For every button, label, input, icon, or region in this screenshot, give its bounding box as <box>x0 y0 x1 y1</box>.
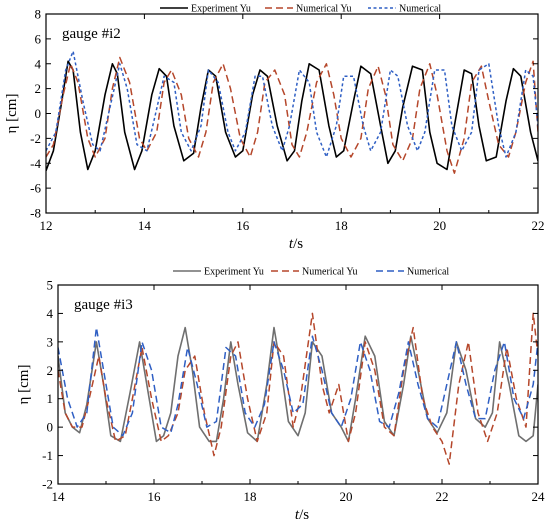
y-tick-label: -2 <box>42 477 53 492</box>
x-tick-label: 24 <box>532 489 546 504</box>
series-line-numerical-yu <box>58 312 538 465</box>
x-tick-label: 12 <box>40 218 53 233</box>
x-axis-title-unit: /s <box>299 507 309 522</box>
legend-label: Numerical Yu <box>302 267 357 278</box>
x-tick-label: 20 <box>340 489 353 504</box>
y-tick-label: 1 <box>47 391 54 406</box>
x-tick-label: 22 <box>532 218 545 233</box>
x-axis-title: t/s <box>295 507 309 522</box>
x-axis-title: t/s <box>289 236 303 252</box>
chart-panel-1: 12 14 16 18 20 22 -8 -6 -4 -2 0 2 4 6 8 η [cm] t/s gauge … <box>4 4 545 253</box>
y-tick-label: 6 <box>35 31 42 46</box>
y-axis-title: η [cm] <box>4 94 20 134</box>
x-tick-label: 22 <box>436 489 449 504</box>
y-tick-label: 2 <box>35 81 42 96</box>
y-tick-label: -6 <box>30 181 41 196</box>
legend-label: Numerical <box>399 4 441 15</box>
series-line-numerical <box>58 326 538 437</box>
y-tick-label: 3 <box>47 334 54 349</box>
plot-frame <box>45 13 539 214</box>
x-tick-label: 16 <box>148 489 162 504</box>
y-tick-label: 0 <box>47 420 54 435</box>
y-tick-label: -4 <box>30 156 41 171</box>
y-axis-title: η [cm] <box>16 365 32 405</box>
y-tick-label: -8 <box>30 206 41 221</box>
y-tick-label: 0 <box>35 106 42 121</box>
y-tick-label: 8 <box>35 7 42 22</box>
series-line-numerical-yu <box>46 56 538 174</box>
y-tick-label: 2 <box>47 363 54 378</box>
x-tick-label: 14 <box>138 218 152 233</box>
x-tick-label: 20 <box>433 218 446 233</box>
x-axis-title-var: t <box>295 507 300 522</box>
chart-panel-2: 14 16 18 20 22 24 -2 -1 0 1 2 3 4 5 η [cm] t/s gauge #i3… <box>16 267 545 522</box>
x-tick-label: 14 <box>52 489 66 504</box>
y-tick-label: 4 <box>47 306 54 321</box>
gauge-label: gauge #i3 <box>74 297 133 313</box>
y-tick-label: 4 <box>35 56 42 71</box>
y-tick-label: -1 <box>42 448 53 463</box>
series-line-experiment-yu <box>58 326 538 443</box>
legend-label: Experiment Yu <box>191 4 251 15</box>
y-tick-label: 5 <box>47 278 54 293</box>
y-tick-label: -2 <box>30 131 41 146</box>
x-axis-title-unit: /s <box>293 236 303 252</box>
gauge-label: gauge #i2 <box>62 26 121 42</box>
legend-label: Numerical <box>407 267 449 278</box>
legend-label: Experiment Yu <box>204 267 264 278</box>
x-tick-label: 18 <box>244 489 257 504</box>
legend-label: Numerical Yu <box>296 4 351 15</box>
x-tick-label: 18 <box>335 218 348 233</box>
x-axis-title-var: t <box>289 236 294 252</box>
x-tick-label: 16 <box>236 218 250 233</box>
